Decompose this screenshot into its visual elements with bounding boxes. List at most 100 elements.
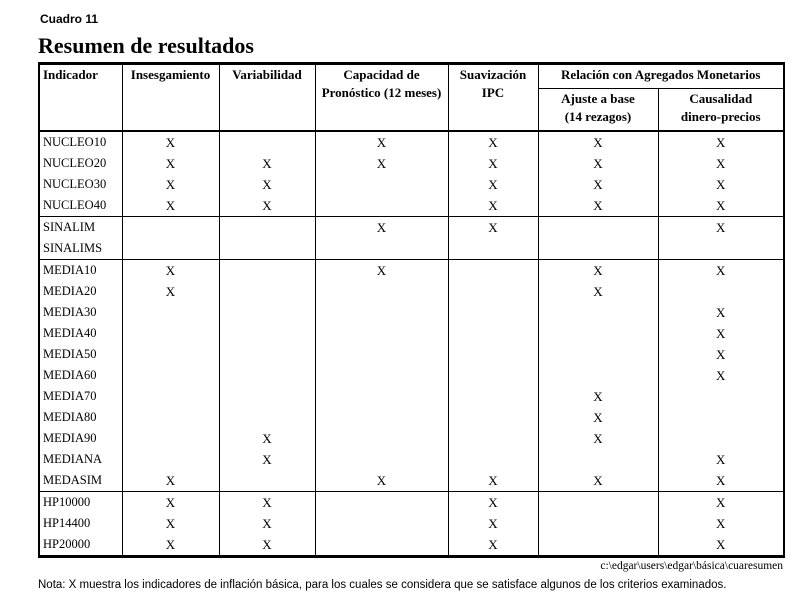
criterion-mark-cell: X <box>537 470 659 492</box>
criterion-mark-cell: X <box>314 131 449 153</box>
indicator-label: MEDIA30 <box>38 302 123 323</box>
table-row: NUCLEO20 X X X X X X <box>38 153 785 174</box>
criterion-mark-cell <box>218 365 316 386</box>
table-row: SINALIM X X X <box>38 216 785 238</box>
criterion-mark-cell <box>657 238 785 260</box>
criterion-mark-cell: X <box>657 174 785 195</box>
criterion-mark-cell: X <box>537 195 659 217</box>
criterion-mark-cell <box>121 216 220 238</box>
table-row: HP10000 X X X X <box>38 491 785 513</box>
column-header-insesgamiento: Insesgamiento <box>121 63 220 132</box>
table-body: NUCLEO10 X X X X X NUCLEO20 X X X X X X NUCLEO30 X X X X X… <box>38 131 785 557</box>
criterion-mark-cell <box>314 195 449 217</box>
criterion-mark-cell: X <box>218 195 316 217</box>
criterion-mark-cell: X <box>121 281 220 302</box>
table-row: NUCLEO40 X X X X X <box>38 195 785 217</box>
criterion-mark-cell: X <box>657 216 785 238</box>
criterion-mark-cell <box>314 534 449 557</box>
criterion-mark-cell: X <box>218 428 316 449</box>
criterion-mark-cell <box>121 449 220 470</box>
table-row: MEDIA90 X X <box>38 428 785 449</box>
criterion-mark-cell <box>314 365 449 386</box>
criterion-mark-cell: X <box>121 259 220 281</box>
criterion-mark-cell: X <box>537 281 659 302</box>
indicator-label: SINALIMS <box>38 238 123 260</box>
criterion-mark-cell <box>314 386 449 407</box>
table-header: Indicador Insesgamiento Variabilidad Cap… <box>38 63 785 132</box>
criterion-mark-cell: X <box>218 174 316 195</box>
criterion-mark-cell <box>121 428 220 449</box>
criterion-mark-cell <box>537 216 659 238</box>
criterion-mark-cell <box>218 470 316 492</box>
criterion-mark-cell: X <box>657 153 785 174</box>
file-path-text: c:\edgar\users\edgar\básica\cuaresumen <box>600 560 783 572</box>
criterion-mark-cell: X <box>447 491 539 513</box>
criterion-mark-cell <box>218 302 316 323</box>
criterion-mark-cell: X <box>314 470 449 492</box>
table-row: MEDIA50 X <box>38 344 785 365</box>
criterion-mark-cell <box>447 302 539 323</box>
criterion-mark-cell: X <box>657 302 785 323</box>
criterion-mark-cell: X <box>447 513 539 534</box>
criterion-mark-cell <box>314 323 449 344</box>
criterion-mark-cell <box>218 344 316 365</box>
indicator-label: HP20000 <box>38 534 123 557</box>
criterion-mark-cell <box>314 302 449 323</box>
criterion-mark-cell: X <box>121 534 220 557</box>
indicator-label: MEDIA10 <box>38 259 123 281</box>
criterion-mark-cell <box>218 323 316 344</box>
criterion-mark-cell <box>447 428 539 449</box>
indicator-label: HP10000 <box>38 491 123 513</box>
criterion-mark-cell: X <box>657 491 785 513</box>
criterion-mark-cell <box>314 238 449 260</box>
criterion-mark-cell: X <box>537 407 659 428</box>
criterion-mark-cell <box>447 259 539 281</box>
table-caption-number: Cuadro 11 <box>40 12 99 26</box>
criterion-mark-cell <box>537 513 659 534</box>
criterion-mark-cell <box>218 238 316 260</box>
table-row: MEDIANA X X <box>38 449 785 470</box>
criterion-mark-cell: X <box>657 365 785 386</box>
criterion-mark-cell <box>314 281 449 302</box>
indicator-label: MEDIANA <box>38 449 123 470</box>
criterion-mark-cell <box>657 281 785 302</box>
criterion-mark-cell: X <box>657 449 785 470</box>
indicator-label: MEDIA90 <box>38 428 123 449</box>
criterion-mark-cell: X <box>314 153 449 174</box>
criterion-mark-cell: X <box>657 513 785 534</box>
criterion-mark-cell: X <box>314 216 449 238</box>
criterion-mark-cell: X <box>121 131 220 153</box>
criterion-mark-cell: X <box>121 513 220 534</box>
page-title: Resumen de resultados <box>38 33 254 58</box>
criterion-mark-cell: X <box>447 153 539 174</box>
criterion-mark-cell: X <box>121 195 220 217</box>
criterion-mark-cell <box>537 238 659 260</box>
indicator-label: MEDIA40 <box>38 323 123 344</box>
criterion-mark-cell: X <box>218 449 316 470</box>
table-row: HP14400 X X X X <box>38 513 785 534</box>
criterion-mark-cell <box>447 344 539 365</box>
table-row: MEDIA40 X <box>38 323 785 344</box>
column-header-suavizacion-ipc: Suavización IPC <box>447 63 539 132</box>
indicator-label: MEDASIM <box>38 470 123 492</box>
criterion-mark-cell <box>537 344 659 365</box>
indicator-label: MEDIA70 <box>38 386 123 407</box>
criterion-mark-cell <box>657 407 785 428</box>
column-header-indicador: Indicador <box>38 63 123 132</box>
criterion-mark-cell <box>218 281 316 302</box>
criterion-mark-cell: X <box>657 131 785 153</box>
criterion-mark-cell <box>314 174 449 195</box>
criterion-mark-cell <box>218 386 316 407</box>
criterion-mark-cell: X <box>537 153 659 174</box>
criterion-mark-cell <box>121 238 220 260</box>
criterion-mark-cell: X <box>121 153 220 174</box>
criterion-mark-cell: X <box>447 216 539 238</box>
criterion-mark-cell: X <box>657 195 785 217</box>
table-row: NUCLEO30 X X X X X <box>38 174 785 195</box>
criterion-mark-cell: X <box>218 534 316 557</box>
criterion-mark-cell <box>447 386 539 407</box>
criterion-mark-cell: X <box>657 259 785 281</box>
criterion-mark-cell <box>657 428 785 449</box>
criterion-mark-cell: X <box>537 386 659 407</box>
